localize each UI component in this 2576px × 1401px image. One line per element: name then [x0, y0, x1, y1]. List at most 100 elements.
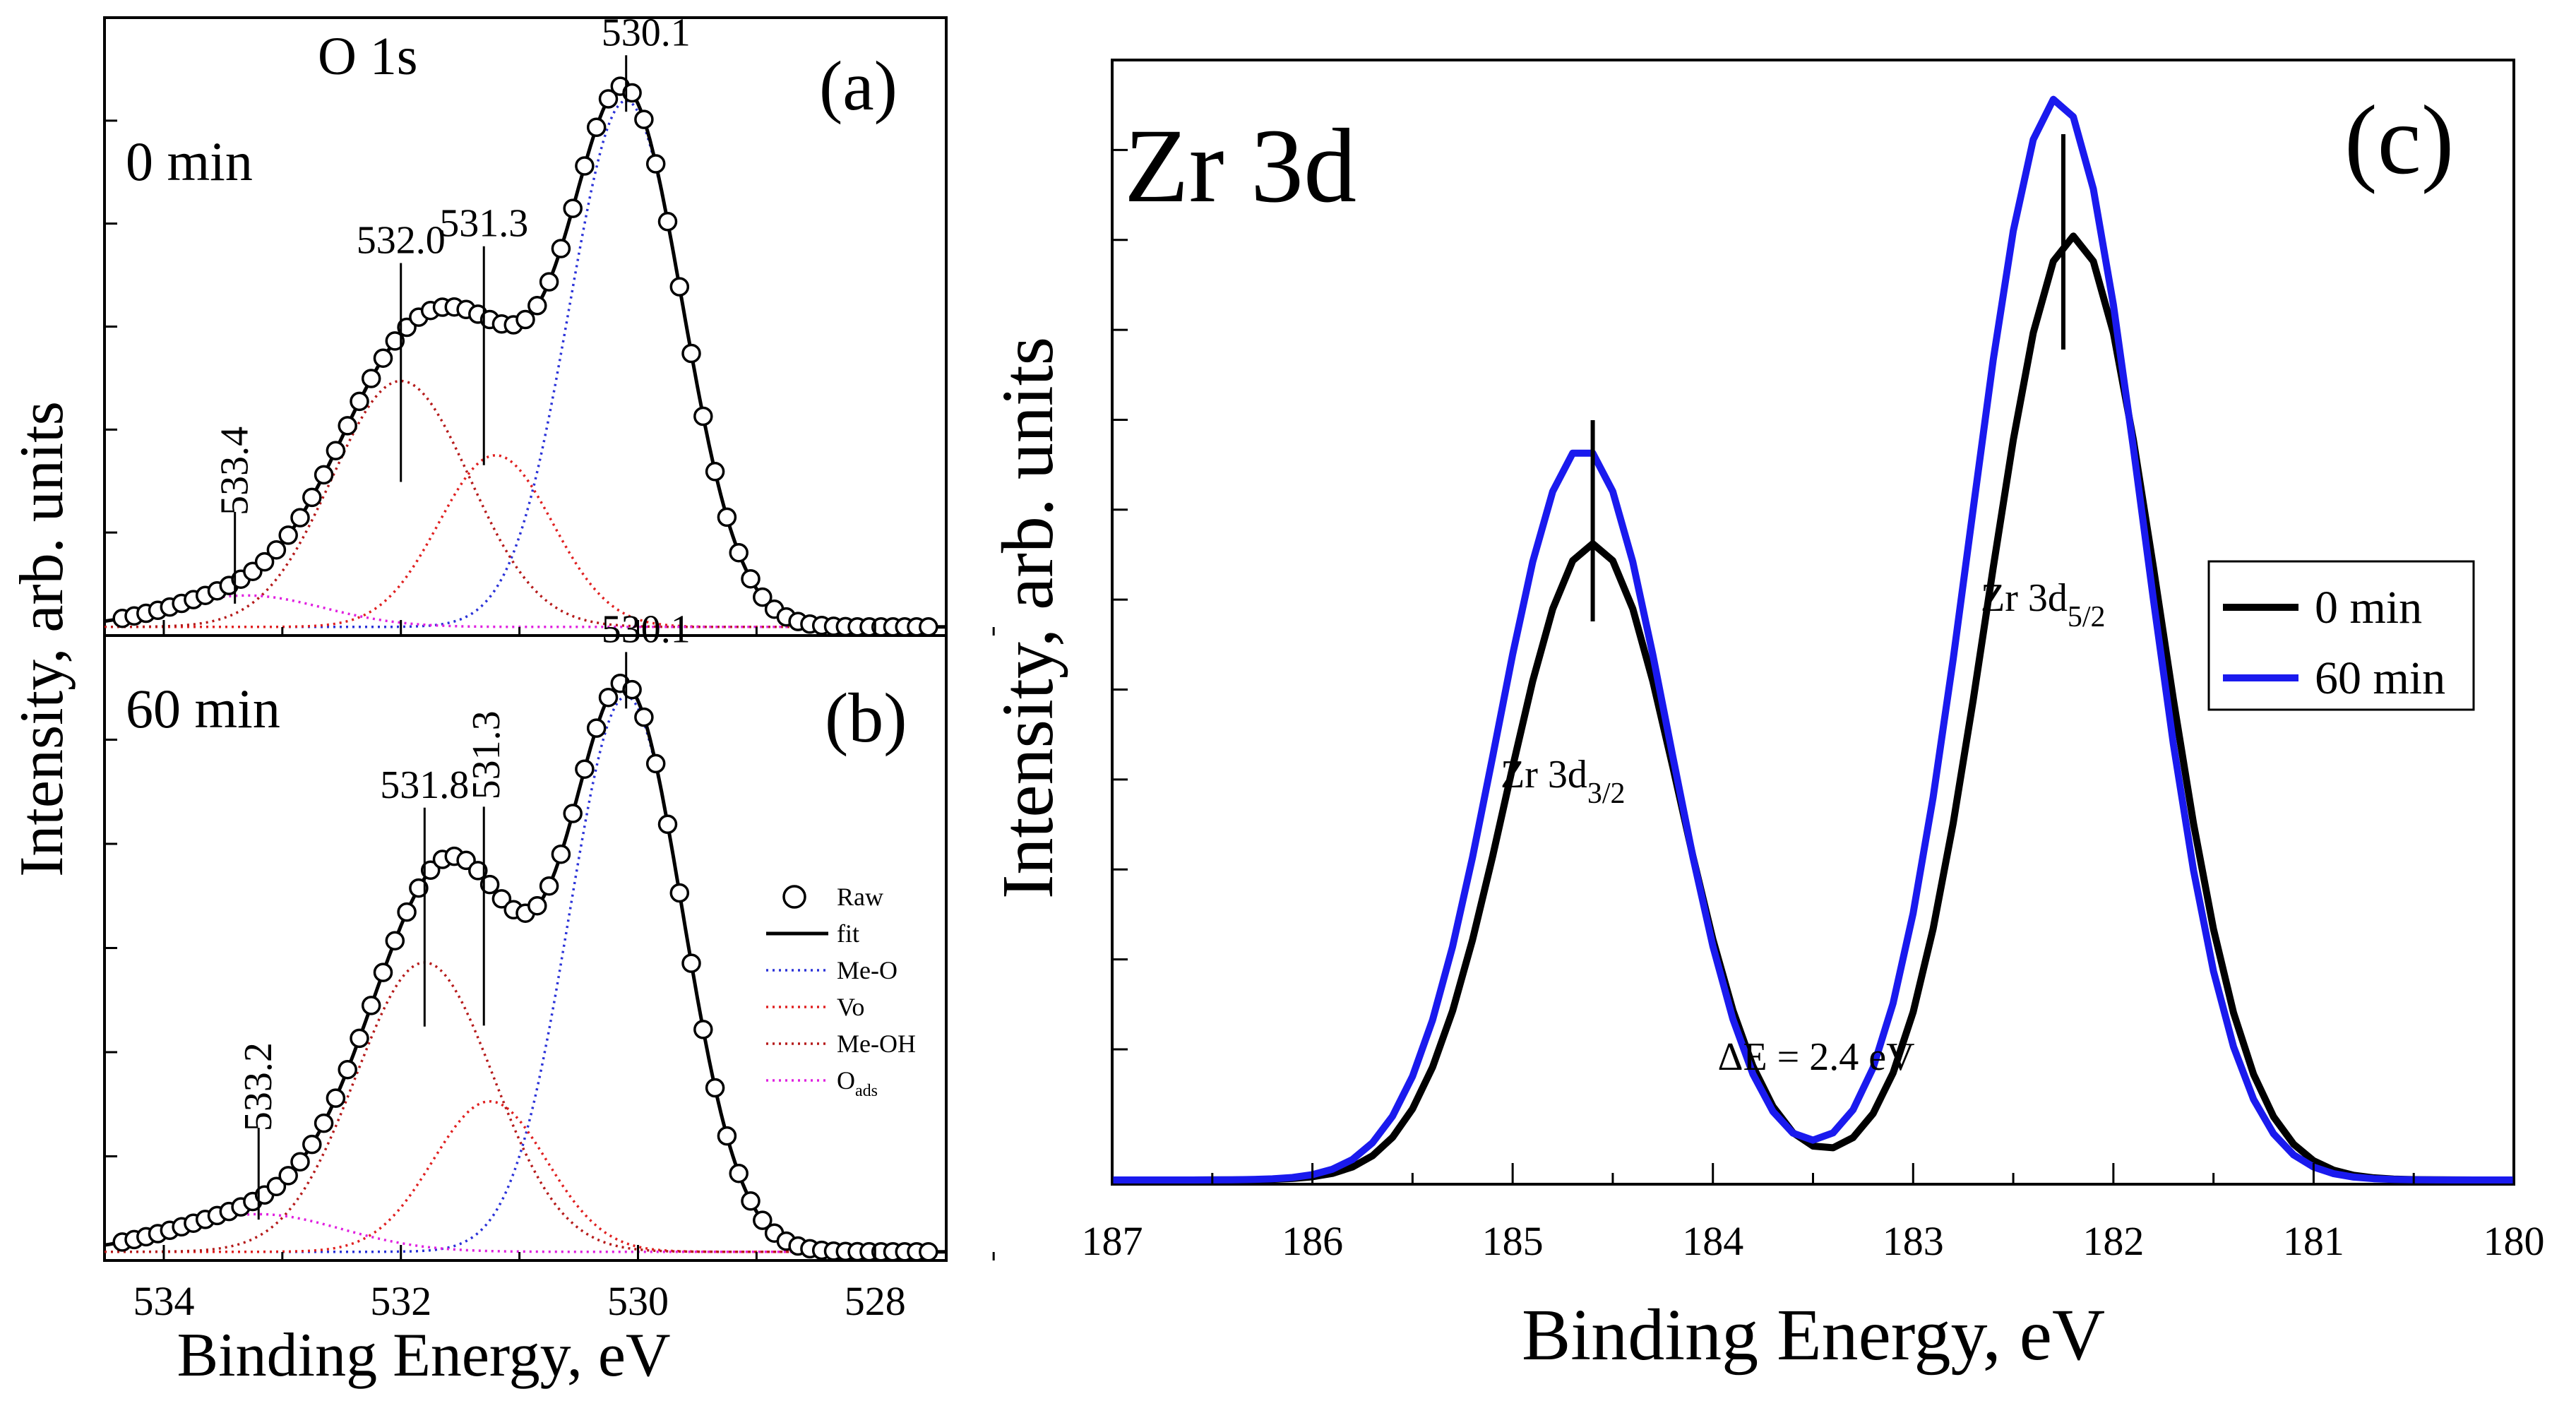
panel-ab-y-axis-label: Intensity, arb. units [8, 401, 76, 877]
legend-label: 0 min [2315, 582, 2422, 633]
x-tick-label: 183 [1883, 1218, 1944, 1264]
raw-point [515, 309, 535, 330]
panel-b-x-axis-label: Binding Energy, eV [177, 1321, 670, 1390]
panel-c-plot [1112, 95, 2514, 1184]
raw-point [753, 1210, 773, 1230]
legend-symbol [782, 885, 806, 909]
raw-point [491, 889, 512, 909]
raw-point [290, 508, 310, 527]
x-tick-label: 180 [2483, 1218, 2545, 1264]
raw-point [645, 753, 666, 774]
peak-annotation: ΔE = 2.4 eV [1717, 1035, 1914, 1079]
peak-label: 531.3 [465, 710, 508, 799]
panel-c-x-axis-label: Binding Energy, eV [1522, 1294, 2105, 1376]
legend-label: Me-O [837, 956, 898, 984]
raw-point [919, 617, 938, 637]
raw-point [598, 89, 619, 109]
raw-point [563, 198, 583, 218]
raw-point [350, 391, 369, 412]
legend-label: 60 min [2315, 652, 2445, 704]
raw-point [278, 525, 298, 545]
legend-label: Vo [837, 993, 864, 1021]
raw-point [527, 296, 547, 316]
panel-b-label: (b) [825, 679, 907, 757]
raw-point [385, 931, 405, 950]
panel-c: 187 186 185 184 183 182 181 180 Zr 3d (c) Inten… [987, 59, 2545, 1376]
raw-point [657, 212, 678, 232]
legend-label: Me-OH [837, 1030, 916, 1058]
x-tick-label: 184 [1682, 1218, 1743, 1264]
raw-point [350, 1028, 369, 1049]
x-tick-label: 181 [2283, 1218, 2344, 1264]
legend-label: Raw [837, 883, 883, 911]
raw-point [657, 814, 678, 835]
raw-point [681, 953, 701, 973]
raw-point [266, 1176, 287, 1197]
raw-point [645, 154, 666, 174]
raw-point [278, 1166, 298, 1186]
raw-point [326, 1088, 346, 1108]
raw-point [669, 883, 690, 903]
raw-point [563, 804, 583, 823]
raw-point [729, 1163, 749, 1184]
peak-label: 530.1 [602, 607, 691, 651]
x-tick-label: 534 [133, 1278, 194, 1324]
raw-point [420, 860, 441, 881]
raw-point [753, 587, 773, 607]
series-60-min-line [1112, 95, 2514, 1184]
raw-point [551, 844, 571, 864]
raw-point [397, 902, 417, 922]
raw-point [634, 707, 654, 727]
panel-b-x-ticks: 534 532 530 528 [133, 1278, 905, 1324]
raw-point [361, 369, 381, 388]
raw-point [290, 1152, 310, 1172]
raw-point [302, 487, 322, 508]
panel-c-y-axis-label: Intensity, arb. units [987, 337, 1068, 899]
x-tick-label: 530 [607, 1278, 669, 1324]
raw-point [669, 277, 690, 297]
raw-point [634, 109, 654, 129]
peak-label: 530.1 [602, 11, 691, 54]
x-tick-label: 182 [2082, 1218, 2144, 1264]
legend-label: fit [837, 919, 859, 948]
x-tick-label: 185 [1482, 1218, 1544, 1264]
peak-label: 533.2 [237, 1042, 280, 1131]
raw-point [919, 1241, 938, 1262]
raw-point [717, 507, 737, 527]
panel-c-x-ticks: 187 186 185 184 183 182 181 180 [1082, 1163, 2545, 1264]
raw-point [302, 1134, 322, 1155]
panel-a-plot [104, 76, 995, 637]
raw-point [409, 878, 429, 898]
raw-point [741, 1191, 761, 1211]
panel-a-subtitle: 0 min [126, 131, 253, 192]
raw-point [681, 343, 701, 364]
raw-point [326, 441, 346, 460]
raw-point [575, 156, 595, 176]
raw-point [705, 462, 725, 482]
raw-point [266, 539, 287, 560]
series-0-min-line [1112, 232, 2514, 1184]
raw-point [254, 552, 275, 572]
raw-point [338, 416, 357, 436]
x-tick-label: 186 [1282, 1218, 1343, 1264]
x-tick-label: 528 [845, 1278, 906, 1324]
raw-point [729, 542, 749, 563]
x-tick-label: 532 [370, 1278, 431, 1324]
raw-point [741, 568, 761, 589]
raw-point [551, 239, 571, 258]
panel-c-title: Zr 3d [1124, 107, 1356, 225]
peak-label: 531.3 [439, 202, 528, 246]
raw-point [693, 1020, 713, 1039]
raw-point [361, 996, 381, 1015]
raw-point [314, 465, 334, 485]
raw-point [338, 1059, 357, 1080]
raw-point [539, 876, 559, 896]
raw-point [468, 861, 488, 881]
peak-label: 531.8 [380, 763, 469, 807]
